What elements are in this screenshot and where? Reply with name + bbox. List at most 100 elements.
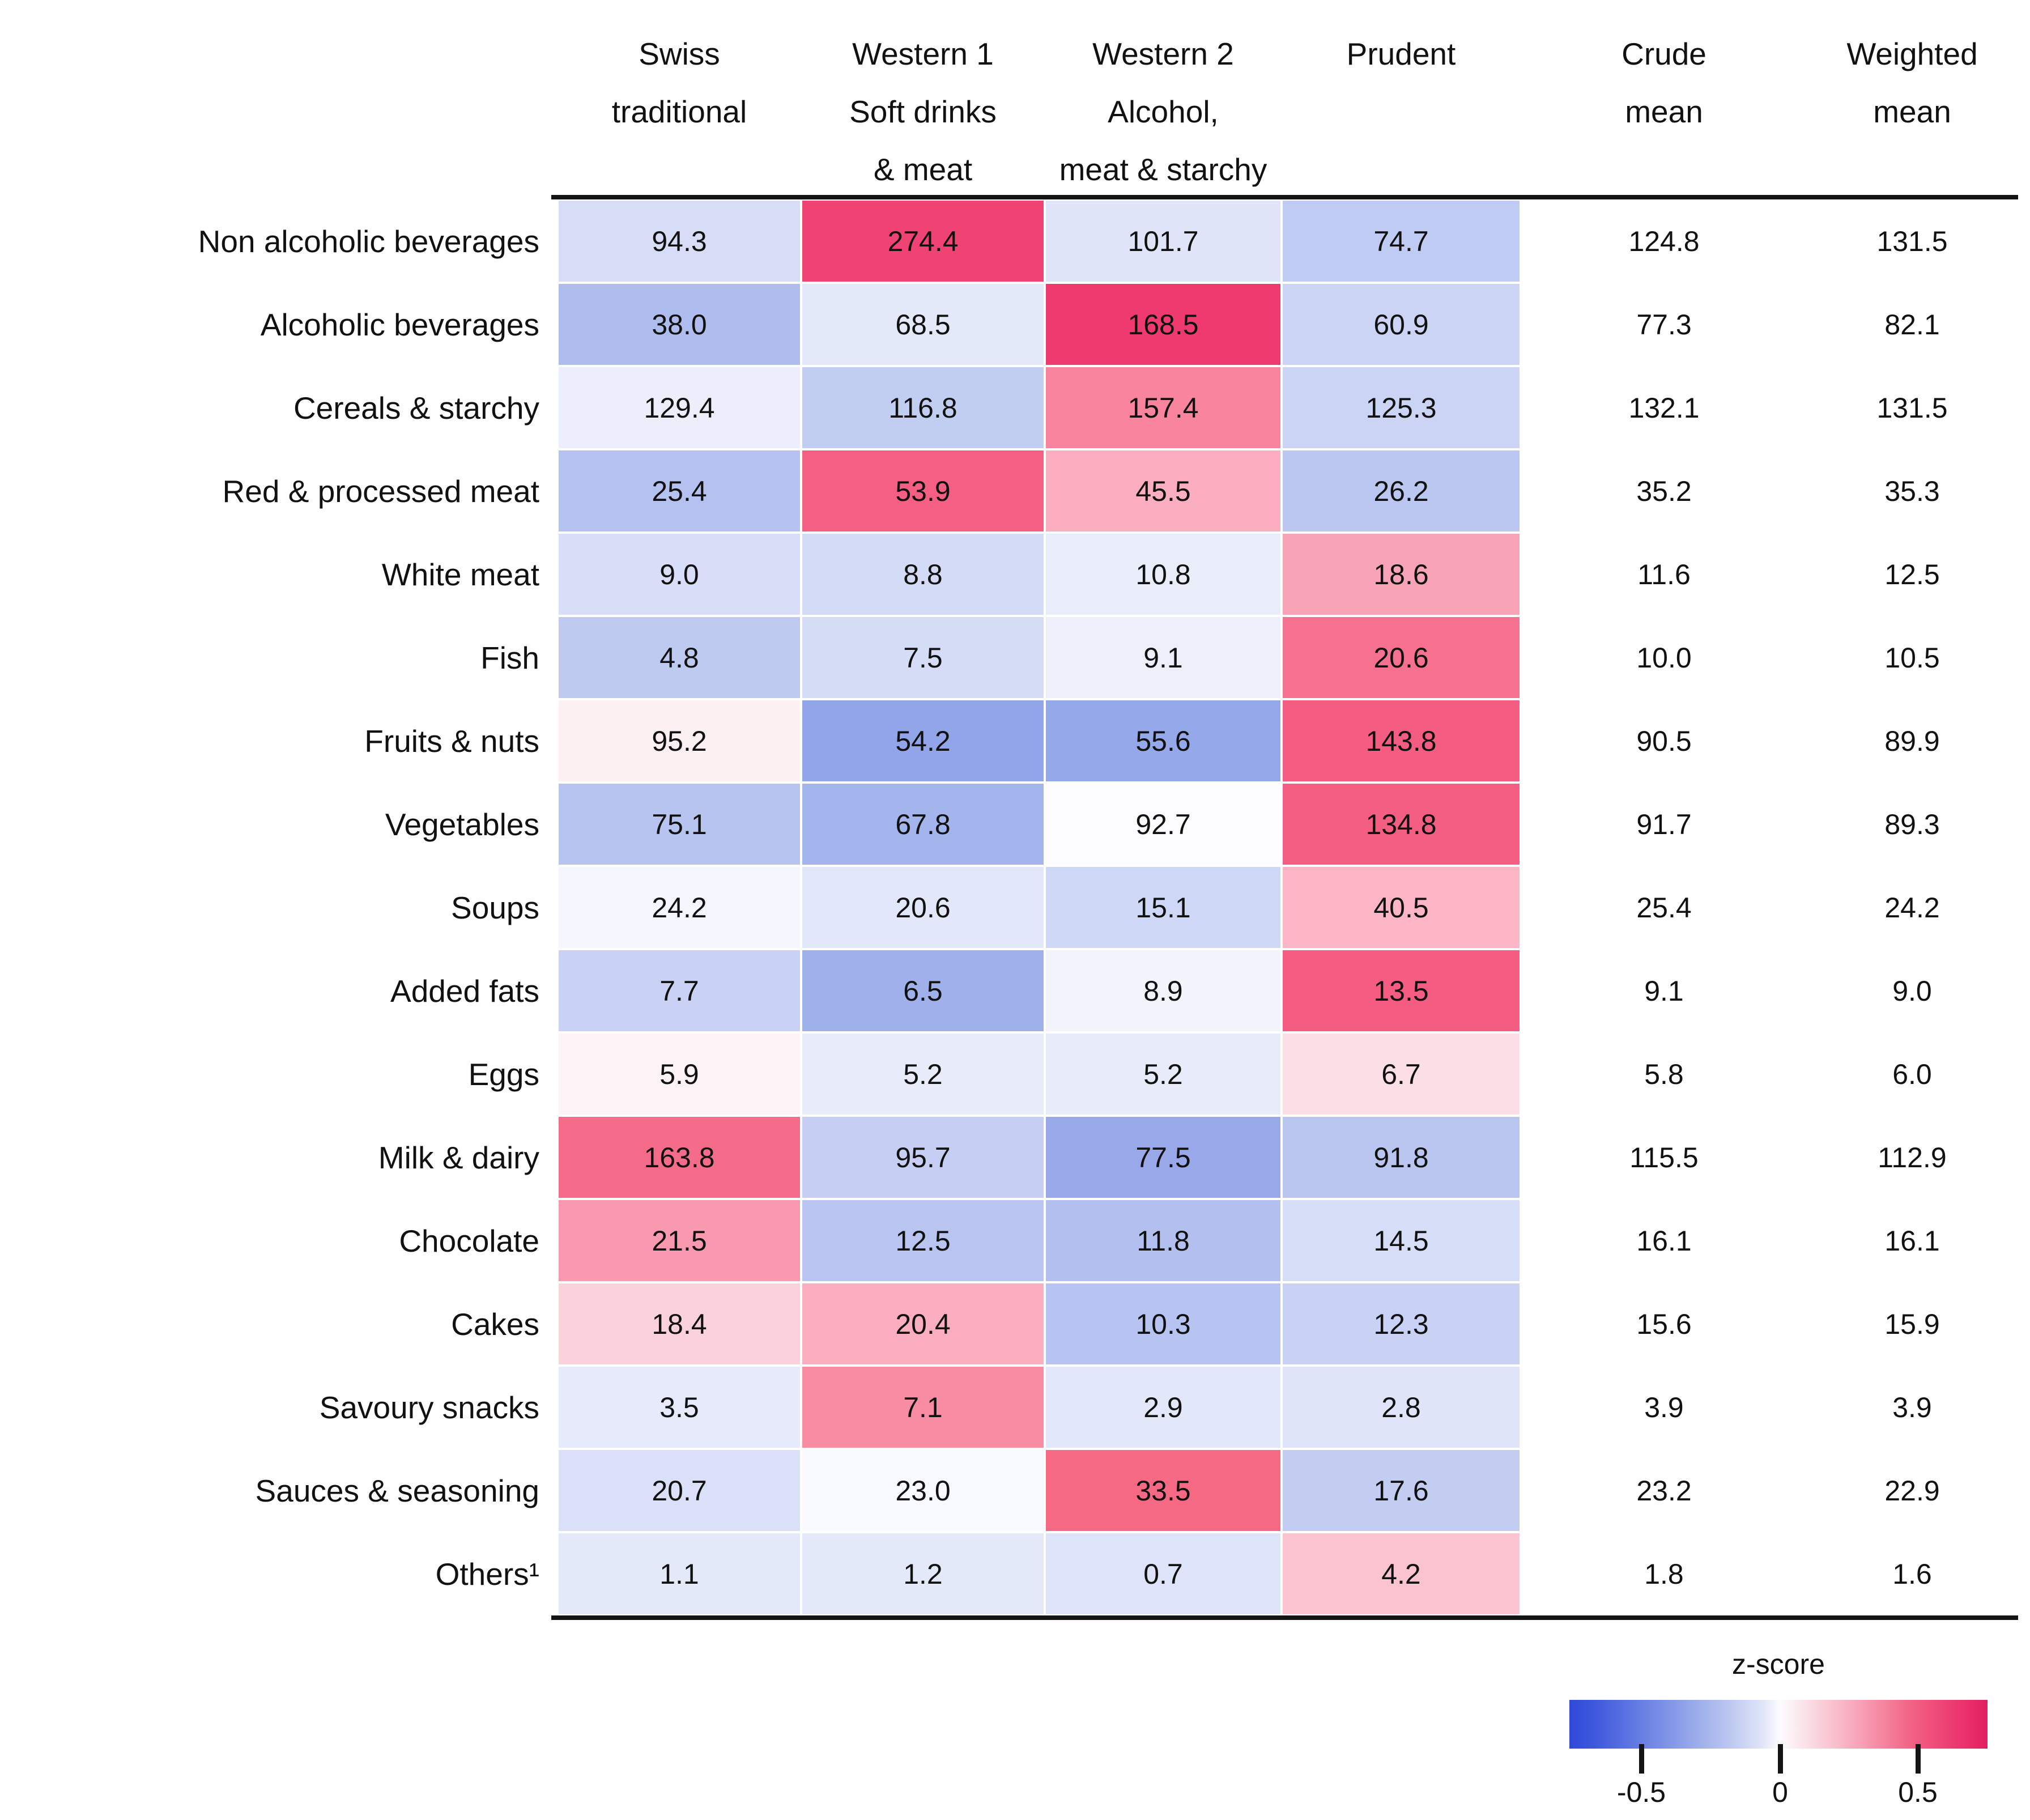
row-label: Milk & dairy [378,1139,539,1175]
table-row: Alcoholic beverages 38.0 68.5 168.5 60.9 77.3… [0,283,2017,366]
heatmap-cell: 2.9 [1045,1366,1282,1449]
heatmap-cell: 14.5 [1282,1199,1521,1282]
crude-mean-value: 23.2 [1636,1474,1692,1507]
heatmap-cell: 6.5 [801,949,1045,1032]
heatmap-cell: 9.0 [557,533,801,616]
heatmap-cell: 274.4 [801,199,1045,283]
weighted-mean-value: 131.5 [1876,225,1948,257]
heatmap-cell: 53.9 [801,449,1045,533]
table-row: White meat 9.0 8.8 10.8 18.6 11.6 12.5 [0,533,2017,616]
table-bottom-rule [551,1615,2018,1620]
heatmap-body: Non alcoholic beverages 94.3 274.4 101.7 74.… [0,199,2017,1615]
row-label: Chocolate [399,1223,539,1258]
heatmap-cell: 5.9 [557,1032,801,1116]
row-label: Non alcoholic beverages [198,223,539,259]
column-header-swiss-traditional: Swiss traditional [611,36,747,129]
heatmap-cell: 94.3 [557,199,801,283]
heatmap-cell: 7.1 [801,1366,1045,1449]
heatmap-cell: 10.8 [1045,533,1282,616]
table-row: Fish 4.8 7.5 9.1 20.6 10.0 10.5 [0,616,2017,699]
heatmap-cell: 5.2 [1045,1032,1282,1116]
heatmap-cell: 20.7 [557,1449,801,1532]
heatmap-cell: 8.8 [801,533,1045,616]
table-row: Cakes 18.4 20.4 10.3 12.3 15.6 15.9 [0,1282,2017,1366]
weighted-mean-value: 89.9 [1884,725,1940,757]
heatmap-cell: 23.0 [801,1449,1045,1532]
row-label: Fruits & nuts [364,723,539,759]
table-row: Sauces & seasoning 20.7 23.0 33.5 17.6 23.2 22… [0,1449,2017,1532]
crude-mean-value: 16.1 [1636,1224,1692,1257]
heatmap-cell: 60.9 [1282,283,1521,366]
legend-tick-label: -0.5 [1616,1776,1666,1808]
weighted-mean-value: 6.0 [1892,1058,1932,1090]
heatmap-cell: 67.8 [801,783,1045,866]
table-top-rule [551,195,2018,199]
heatmap-cell: 18.4 [557,1282,801,1366]
row-label: Red & processed meat [222,473,539,509]
row-label: Eggs [468,1056,539,1092]
heatmap-cell: 33.5 [1045,1449,1282,1532]
heatmap-cell: 125.3 [1282,366,1521,449]
crude-mean-value: 15.6 [1636,1308,1692,1340]
table-row: Chocolate 21.5 12.5 11.8 14.5 16.1 16.1 [0,1199,2017,1282]
crude-mean-value: 77.3 [1636,308,1692,341]
heatmap-cell: 40.5 [1282,866,1521,949]
heatmap-cell: 20.6 [801,866,1045,949]
heatmap-cell: 17.6 [1282,1449,1521,1532]
weighted-mean-value: 1.6 [1892,1558,1932,1590]
weighted-mean-value: 112.9 [1878,1141,1947,1173]
weighted-mean-value: 131.5 [1876,392,1948,424]
weighted-mean-value: 82.1 [1884,308,1940,341]
heatmap-cell: 11.8 [1045,1199,1282,1282]
heatmap-cell: 13.5 [1282,949,1521,1032]
column-header-western-2: Western 2 Alcohol, meat & starchy [1059,36,1267,187]
table-row: Vegetables 75.1 67.8 92.7 134.8 91.7 89.3 [0,783,2017,866]
heatmap-cell: 9.1 [1045,616,1282,699]
heatmap-cell: 24.2 [557,866,801,949]
heatmap-cell: 74.7 [1282,199,1521,283]
heatmap-cell: 101.7 [1045,199,1282,283]
crude-mean-value: 124.8 [1628,225,1700,257]
heatmap-cell: 10.3 [1045,1282,1282,1366]
crude-mean-value: 10.0 [1636,641,1692,674]
heatmap-cell: 157.4 [1045,366,1282,449]
heatmap-cell: 15.1 [1045,866,1282,949]
weighted-mean-value: 22.9 [1884,1474,1940,1507]
heatmap-cell: 5.2 [801,1032,1045,1116]
heatmap-cell: 168.5 [1045,283,1282,366]
heatmap-cell: 91.8 [1282,1116,1521,1199]
column-header-western-1: Western 1 Soft drinks & meat [849,36,997,187]
crude-mean-value: 91.7 [1636,808,1692,840]
weighted-mean-value: 24.2 [1884,891,1940,924]
heatmap-cell: 116.8 [801,366,1045,449]
crude-mean-value: 9.1 [1644,975,1684,1007]
legend-tick-mark [1778,1744,1783,1774]
crude-mean-value: 132.1 [1628,392,1700,424]
crude-mean-value: 5.8 [1644,1058,1684,1090]
column-header-prudent: Prudent [1346,36,1456,71]
heatmap-cell: 54.2 [801,699,1045,783]
weighted-mean-value: 12.5 [1884,558,1940,590]
row-label: White meat [381,556,539,592]
heatmap-cell: 18.6 [1282,533,1521,616]
heatmap-cell: 25.4 [557,449,801,533]
heatmap-cell: 7.7 [557,949,801,1032]
heatmap-cell: 75.1 [557,783,801,866]
row-label: Sauces & seasoning [255,1473,539,1508]
table-row: Milk & dairy 163.8 95.7 77.5 91.8 115.5 112.9 [0,1116,2017,1199]
heatmap-cell: 12.5 [801,1199,1045,1282]
heatmap-cell: 0.7 [1045,1532,1282,1615]
weighted-mean-value: 89.3 [1884,808,1940,840]
table-row: Soups 24.2 20.6 15.1 40.5 25.4 24.2 [0,866,2017,949]
weighted-mean-value: 3.9 [1892,1391,1932,1423]
row-label: Cakes [451,1306,539,1342]
table-row: Cereals & starchy 129.4 116.8 157.4 125.3 132… [0,366,2017,449]
heatmap-cell: 21.5 [557,1199,801,1282]
table-row: Savoury snacks 3.5 7.1 2.9 2.8 3.9 3.9 [0,1366,2017,1449]
crude-mean-value: 35.2 [1636,475,1692,507]
heatmap-cell: 4.2 [1282,1532,1521,1615]
legend-gradient-bar [1569,1700,1988,1749]
heatmap-cell: 163.8 [557,1116,801,1199]
row-label: Others¹ [435,1556,539,1592]
